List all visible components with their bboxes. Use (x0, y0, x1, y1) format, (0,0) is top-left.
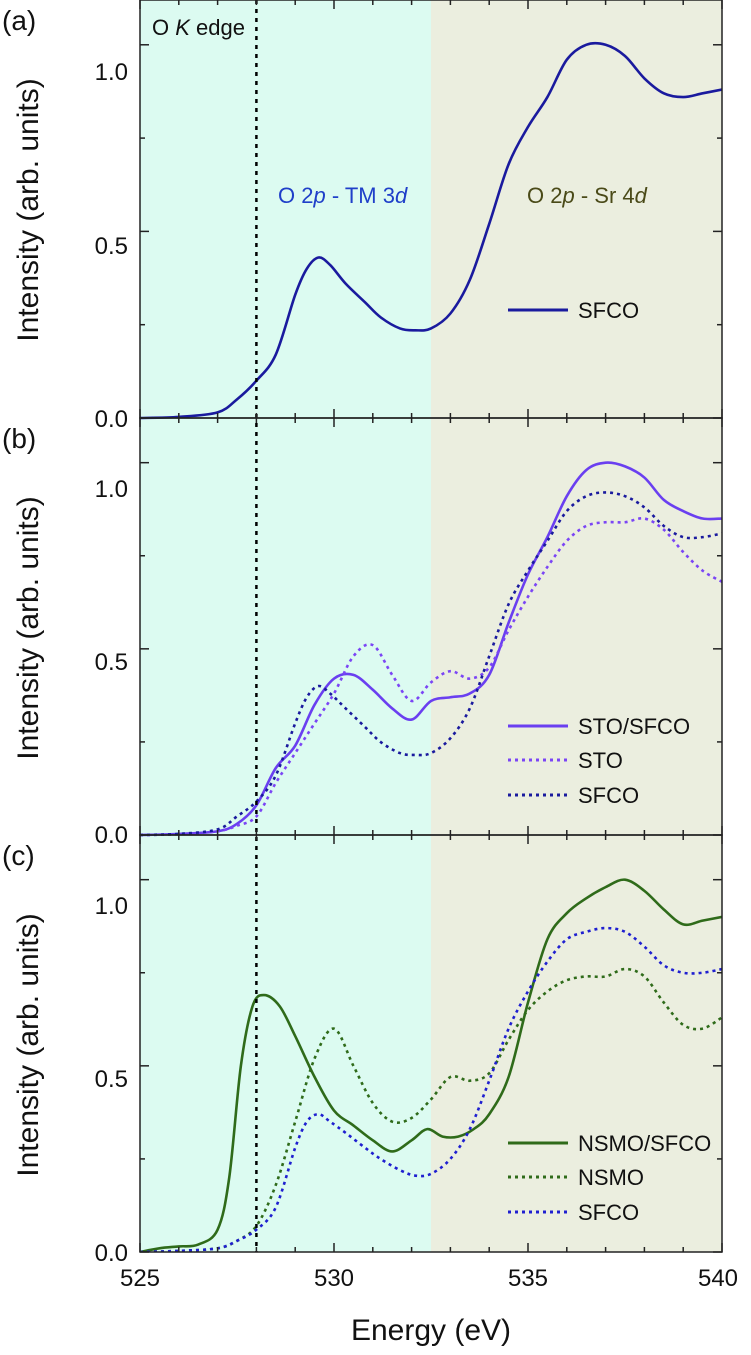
panel-frame-c (139, 834, 723, 1253)
series-line-b-sto-sfco (140, 461, 722, 837)
legend-text-c-2: SFCO (578, 1200, 639, 1225)
y-tick-label-a-1: 0.5 (95, 233, 128, 260)
y-tick-label-c-1: 0.5 (95, 1066, 128, 1093)
series-line-c-nsmo (140, 967, 722, 1252)
legend-text-a-0: SFCO (578, 298, 639, 323)
annotation-tm-3d: O 2p - TM 3d (278, 183, 408, 208)
y-axis-label-b: Intensity (arb. units) (12, 496, 45, 759)
series-line-a-sfco (140, 41, 722, 420)
edge-label: O K edge (152, 15, 245, 40)
y-axis-label-c: Intensity (arb. units) (12, 913, 45, 1176)
series-line-c-nsmo-sfco (140, 878, 722, 1252)
panel-label-a: (a) (2, 5, 36, 36)
axis-ticks (139, 0, 723, 1253)
legend-text-b-2: SFCO (578, 783, 639, 808)
legend-c: NSMO/SFCO NSMO SFCO (508, 1131, 711, 1225)
y-tick-label-c-2: 1.0 (95, 893, 128, 920)
y-tick-label-b-2: 1.0 (95, 476, 128, 503)
y-tick-label-a-0: 0.0 (95, 406, 128, 433)
legend-text-b-0: STO/SFCO (578, 714, 690, 739)
legend-a: SFCO (508, 298, 639, 323)
y-tick-label-a-2: 1.0 (95, 59, 128, 86)
annotation-sr-4d: O 2p - Sr 4d (527, 183, 648, 208)
x-axis-label: Energy (eV) (351, 1314, 511, 1347)
panel-label-b: (b) (2, 423, 36, 454)
y-tick-label-b-0: 0.0 (95, 822, 128, 849)
series-line-b-sto (140, 517, 722, 837)
plot-frame (139, 0, 723, 1253)
y-tick-label-b-1: 0.5 (95, 649, 128, 676)
legend-text-c-0: NSMO/SFCO (578, 1131, 711, 1156)
y-tick-label-c-0: 0.0 (95, 1240, 128, 1267)
x-tick-label-3: 540 (698, 1265, 738, 1292)
legend-b: STO/SFCO STO SFCO (508, 714, 690, 808)
series-line-b-sfco (140, 491, 722, 837)
x-tick-label-2: 535 (508, 1265, 548, 1292)
x-tick-label-1: 530 (314, 1265, 354, 1292)
series-layer (140, 41, 722, 1252)
region-sr-4d (431, 0, 722, 1252)
legend-text-c-1: NSMO (578, 1165, 644, 1190)
panel-label-c: (c) (2, 840, 35, 871)
x-tick-label-0: 525 (120, 1265, 160, 1292)
region-tm-3d (140, 0, 431, 1252)
legend-text-b-1: STO (578, 748, 623, 773)
y-axis-label-a: Intensity (arb. units) (12, 78, 45, 341)
